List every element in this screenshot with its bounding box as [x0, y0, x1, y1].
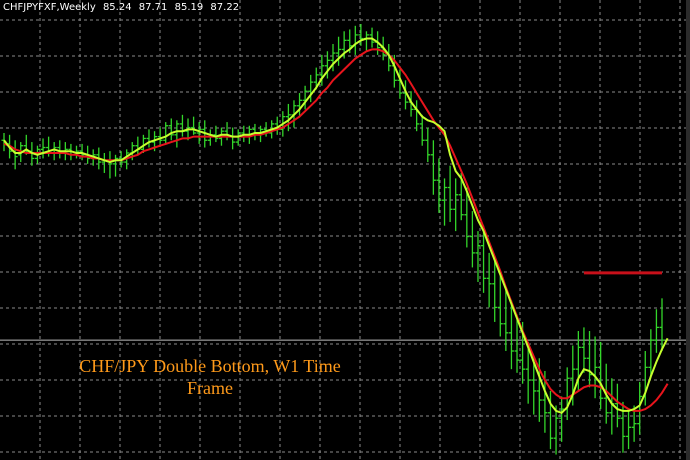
chart-annotation: CHF/JPY Double Bottom, W1 Time Frame	[40, 355, 380, 399]
ohlc-bar	[213, 125, 219, 143]
ohlc-bar	[191, 116, 197, 135]
ohlc-bar	[230, 127, 236, 150]
ohlc-bar	[486, 252, 492, 308]
ohlc-bar	[40, 138, 46, 159]
ohlc-bar	[140, 134, 146, 153]
ohlc-bar	[113, 154, 119, 177]
ohlc-bar	[436, 158, 442, 213]
ohlc-bar	[12, 140, 18, 170]
ohlc-bar	[397, 69, 403, 99]
ohlc-bar	[57, 140, 63, 159]
ohlc-bar	[168, 118, 174, 141]
ohlc-bar	[430, 140, 436, 195]
ohlc-bar	[363, 31, 369, 52]
ohlc-bar	[425, 127, 431, 163]
ohlc-bar	[324, 51, 330, 79]
ohlc-bar	[626, 409, 632, 450]
low-value: 85.19	[174, 2, 204, 13]
ohlc-bar	[179, 114, 185, 137]
ohlc-bar	[503, 287, 509, 351]
ohlc-bar	[514, 314, 520, 373]
ohlc-bar	[302, 85, 308, 110]
ohlc-bar	[592, 336, 598, 399]
ohlc-bar	[101, 152, 107, 173]
ohlc-bar	[419, 114, 425, 146]
ohlc-bar	[196, 122, 202, 144]
ohlc-bar	[553, 405, 559, 455]
open-value: 85.24	[102, 2, 132, 13]
window-right-border	[686, 0, 690, 460]
ohlc-bar	[146, 129, 152, 148]
symbol-label: CHFJPYFXF,Weekly	[3, 2, 96, 13]
ohlc-bar	[285, 103, 291, 132]
ohlc-bar	[447, 165, 453, 223]
ohlc-bar	[659, 298, 665, 351]
ohlc-bar	[481, 225, 487, 293]
ohlc-bar	[497, 274, 503, 337]
ohlc-bar	[614, 383, 620, 428]
ohlc-bar	[564, 367, 570, 421]
ohlc-bar	[581, 327, 587, 373]
chart-header: CHFJPYFXF,Weekly 85.24 87.71 85.19 87.22	[3, 2, 243, 13]
ohlc-bar	[525, 341, 531, 404]
high-value: 87.71	[138, 2, 168, 13]
ohlc-bar	[637, 381, 643, 435]
ohlc-bar	[319, 54, 325, 86]
ohlc-bar	[352, 25, 358, 55]
ohlc-bar	[157, 127, 163, 144]
ohlc-bar	[531, 356, 537, 415]
ohlc-bar	[469, 211, 475, 268]
ohlc-bar	[308, 74, 314, 103]
ohlc-bar	[508, 300, 514, 370]
ohlc-bar	[458, 172, 464, 221]
close-value: 87.22	[210, 2, 240, 13]
ohlc-bar	[492, 260, 498, 322]
annotation-line-2: Frame	[187, 378, 233, 398]
ohlc-bar	[330, 43, 336, 72]
ohlc-bar	[107, 151, 113, 179]
fast-ma-line	[3, 37, 669, 414]
ohlc-bar	[442, 178, 448, 226]
ohlc-bar	[475, 231, 481, 282]
annotation-line-1: CHF/JPY Double Bottom, W1 Time	[79, 356, 341, 376]
ohlc-bar	[414, 100, 420, 132]
ohlc-bar	[598, 341, 604, 410]
ohlc-bar	[653, 309, 659, 353]
ohlc-bar	[547, 390, 553, 450]
ohlc-bar	[358, 24, 364, 46]
ohlc-bar	[453, 178, 459, 232]
ohlc-bar	[135, 136, 141, 155]
ohlc-bar	[587, 331, 593, 388]
ohlc-bar	[402, 80, 408, 110]
ohlc-bar	[174, 120, 180, 148]
ohlc-bar	[464, 187, 470, 248]
ohlc-bar	[297, 93, 303, 117]
ohlc-bar	[648, 329, 654, 379]
ohlc-bar	[51, 142, 57, 161]
ohlc-bar	[559, 396, 565, 442]
ohlc-bar	[336, 36, 342, 66]
ohlc-bar	[163, 122, 169, 144]
